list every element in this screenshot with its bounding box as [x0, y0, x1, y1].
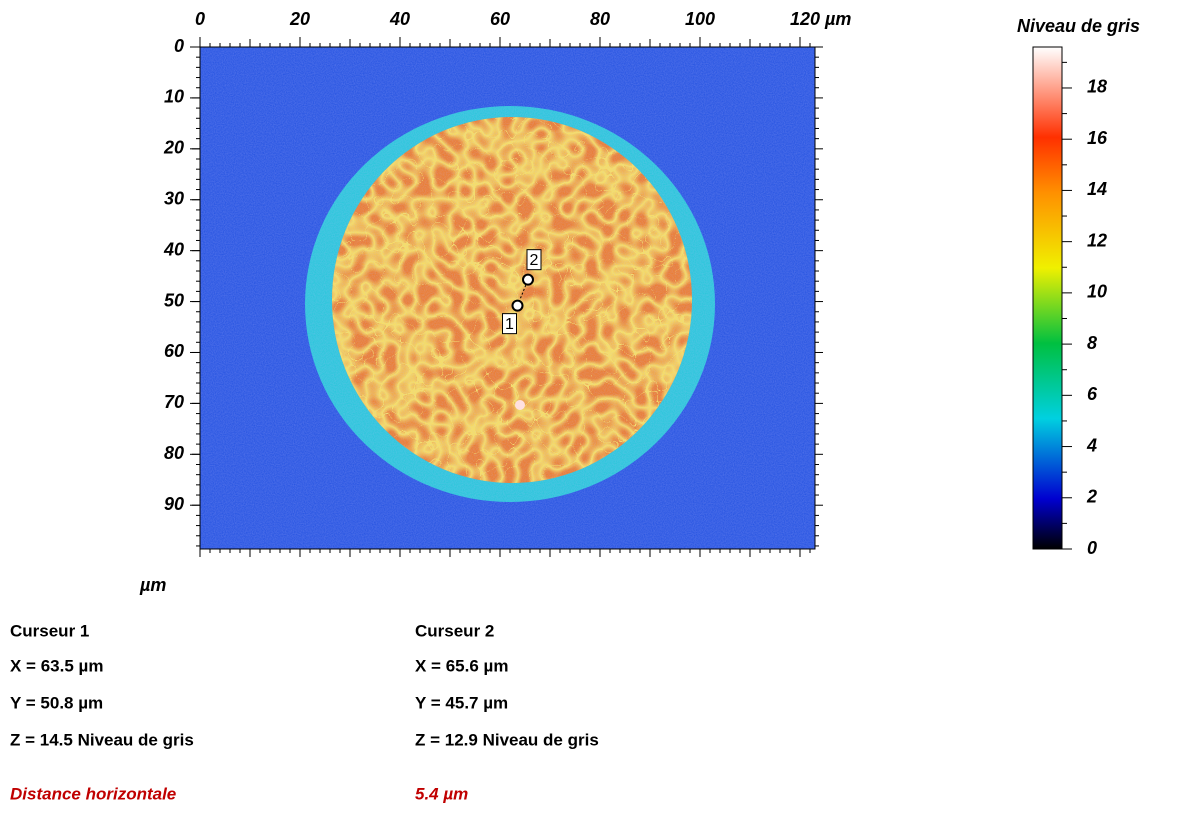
distance-value: 5.4 µm	[415, 784, 468, 803]
y-unit: µm	[139, 575, 166, 595]
distance-label: Distance horizontale	[10, 784, 176, 803]
cursor-x: X = 63.5 µm	[10, 656, 103, 675]
x-tick-label: 120 µm	[790, 9, 851, 29]
y-tick-label: 0	[174, 36, 184, 56]
x-tick-label: 20	[289, 9, 310, 29]
colorbar-tick-label: 8	[1087, 333, 1097, 353]
y-tick-label: 90	[164, 494, 184, 514]
colorbar-tick-label: 4	[1086, 435, 1097, 455]
colorbar-tick-label: 0	[1087, 538, 1097, 558]
x-tick-label: 60	[490, 9, 510, 29]
y-tick-label: 20	[163, 138, 184, 158]
x-tick-label: 0	[195, 9, 205, 29]
colorbar-tick-label: 14	[1087, 179, 1107, 199]
cursor-marker	[522, 273, 534, 286]
cursor-title: Curseur 2	[415, 621, 494, 640]
y-tick-label: 60	[164, 341, 184, 361]
y-tick-label: 70	[164, 392, 184, 412]
y-tick-label: 80	[164, 443, 184, 463]
cursor-badge	[526, 249, 542, 271]
cursor-id: 1	[505, 316, 514, 333]
x-tick-label: 100	[685, 9, 715, 29]
y-tick-label: 30	[164, 188, 184, 208]
height-map	[200, 47, 815, 549]
plot-frame	[199, 46, 816, 550]
x-tick-label: 80	[590, 9, 610, 29]
colorbar	[1032, 46, 1063, 550]
colorbar-tick-label: 12	[1087, 230, 1107, 250]
colorbar-tick-label: 18	[1087, 77, 1107, 97]
colorbar-tick-label: 10	[1087, 282, 1107, 302]
cursor-badge	[502, 313, 517, 335]
cursor-y: Y = 45.7 µm	[415, 693, 508, 712]
cursor-z: Z = 14.5 Niveau de gris	[10, 730, 194, 749]
cursor-id: 2	[530, 252, 539, 269]
cursor-title: Curseur 1	[10, 621, 89, 640]
y-tick-label: 50	[164, 290, 184, 310]
cursor-z: Z = 12.9 Niveau de gris	[415, 730, 599, 749]
colorbar-tick-label: 2	[1086, 487, 1097, 507]
colorbar-title: Niveau de gris	[1017, 16, 1140, 36]
cursor-x: X = 65.6 µm	[415, 656, 508, 675]
colorbar-tick-label: 6	[1087, 384, 1098, 404]
x-tick-label: 40	[389, 9, 410, 29]
colorbar-tick-label: 16	[1087, 128, 1108, 148]
y-tick-label: 10	[164, 87, 184, 107]
y-tick-label: 40	[163, 239, 184, 259]
cursor-y: Y = 50.8 µm	[10, 693, 103, 712]
cursor-marker	[511, 299, 524, 312]
